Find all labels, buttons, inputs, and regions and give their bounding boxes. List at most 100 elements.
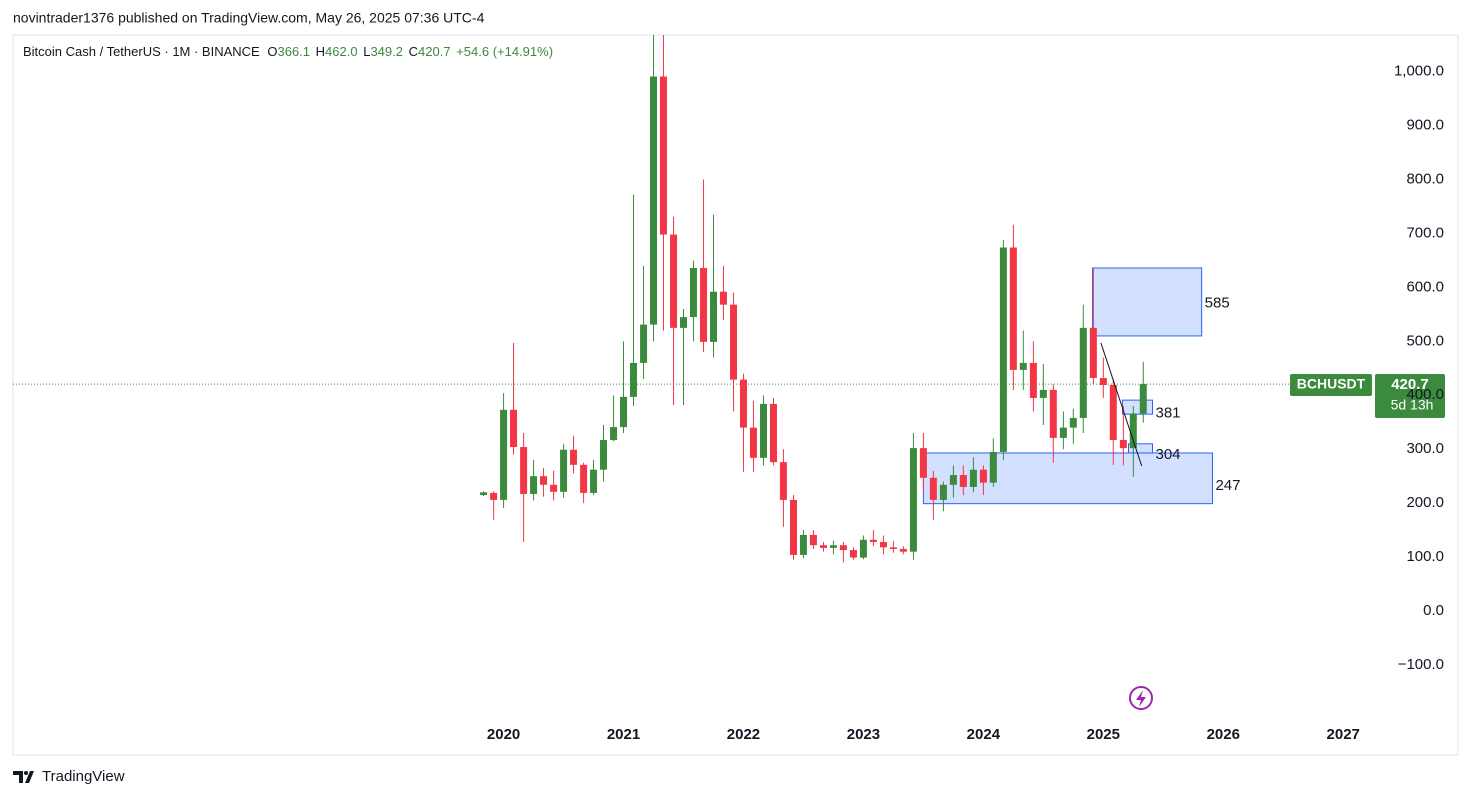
candle-body — [899, 548, 907, 552]
candle-body — [1029, 362, 1037, 398]
candle-body — [580, 464, 588, 493]
price-tag-price: 420.7 — [1391, 376, 1429, 393]
candle-body — [929, 477, 937, 500]
zone-label: 381 — [1155, 404, 1180, 421]
candle-body — [949, 475, 957, 485]
candle-body — [749, 427, 757, 458]
y-tick-label: 300.0 — [1406, 440, 1444, 457]
candle-body — [530, 476, 538, 494]
plot-area — [13, 35, 1372, 563]
y-tick-label: 0.0 — [1423, 602, 1444, 619]
lightning-icon — [1129, 686, 1153, 710]
chart-frame — [12, 34, 1459, 756]
candle-body — [629, 362, 637, 397]
candle-body — [1019, 362, 1027, 370]
candle-body — [1089, 327, 1097, 379]
ohlc-value: 366.1 — [277, 44, 310, 59]
candle-body — [520, 447, 528, 494]
price-tag-countdown: 5d 13h — [1391, 397, 1434, 413]
candle-body — [670, 234, 678, 328]
candle-body — [909, 448, 917, 552]
brand: TradingView — [42, 768, 125, 785]
x-tick-label: 2023 — [847, 726, 880, 743]
candle-body — [700, 267, 708, 342]
candle-body — [490, 492, 498, 500]
x-tick-label: 2025 — [1087, 726, 1120, 743]
candle-body — [540, 476, 548, 485]
candle-body — [709, 291, 717, 342]
candle-body — [1079, 327, 1087, 418]
candle-body — [650, 76, 658, 325]
x-tick-label: 2024 — [967, 726, 1001, 743]
candle-body — [689, 267, 697, 318]
candle-body — [1099, 378, 1107, 386]
y-tick-label: 600.0 — [1406, 278, 1444, 295]
ohlc-value: 420.7 — [418, 44, 451, 59]
x-tick-label: 2020 — [487, 726, 520, 743]
publish-line: novintrader1376 published on TradingView… — [13, 10, 485, 26]
candle-body — [819, 545, 827, 548]
y-tick-label: 1,000.0 — [1394, 63, 1444, 80]
candle-body — [969, 469, 977, 487]
zone — [1122, 399, 1153, 415]
candle-body — [769, 403, 777, 463]
symbol-tag — [1290, 374, 1372, 396]
candle-body — [799, 534, 807, 555]
zone-label: 585 — [1205, 294, 1230, 311]
x-tick-label: 2021 — [607, 726, 640, 743]
candle-body — [859, 539, 867, 558]
candle-body — [730, 304, 738, 380]
candle-body — [599, 440, 607, 470]
change: +54.6 (+14.91%) — [456, 44, 553, 59]
candle-body — [919, 448, 927, 478]
symbol-tag-text: BCHUSDT — [1297, 376, 1366, 392]
candle-body — [789, 499, 797, 555]
y-tick-label: 500.0 — [1406, 332, 1444, 349]
candle-body — [500, 409, 508, 500]
candle-body — [550, 484, 558, 492]
candle-body — [829, 545, 837, 548]
y-tick-label: 200.0 — [1406, 494, 1444, 511]
candle-body — [879, 541, 887, 548]
candle-body — [989, 451, 997, 483]
zone — [1092, 267, 1203, 337]
symbol: Bitcoin Cash / TetherUS · 1M · BINANCE — [23, 44, 260, 59]
candle-body — [560, 449, 568, 492]
ohlc-value: 462.0 — [325, 44, 358, 59]
y-tick-label: 900.0 — [1406, 117, 1444, 134]
candle-body — [680, 317, 688, 328]
candle-body — [839, 545, 847, 551]
candle-body — [779, 462, 787, 500]
candle-body — [1009, 247, 1017, 370]
candle-body — [760, 403, 768, 458]
candle-body — [590, 469, 598, 493]
candle-body — [889, 547, 897, 549]
ohlc-value: 349.2 — [370, 44, 403, 59]
x-tick-label: 2022 — [727, 726, 760, 743]
y-tick-label: 800.0 — [1406, 171, 1444, 188]
candle-body — [999, 247, 1007, 452]
y-tick-label: 100.0 — [1406, 548, 1444, 565]
y-tick-label: 700.0 — [1406, 224, 1444, 241]
candle-body — [939, 484, 947, 500]
candle-body — [1139, 384, 1147, 414]
candle-body — [1049, 389, 1057, 438]
candle-body — [979, 469, 987, 483]
candle-body — [739, 379, 747, 428]
candle-body — [659, 76, 667, 235]
candle-body — [809, 534, 817, 546]
trendline — [1100, 342, 1143, 467]
candle-body — [1109, 385, 1117, 441]
ohlc-key: H — [316, 44, 325, 59]
ohlc-key: L — [363, 44, 370, 59]
candle-body — [1129, 413, 1137, 449]
ohlc-key: O — [267, 44, 277, 59]
candle-body — [849, 550, 857, 558]
candle-body — [620, 396, 628, 428]
candle-body — [719, 291, 727, 305]
y-tick-label: −100.0 — [1398, 656, 1444, 673]
candle-body — [510, 409, 518, 448]
candle-body — [1119, 440, 1127, 449]
y-tick-label: 400.0 — [1406, 386, 1444, 403]
